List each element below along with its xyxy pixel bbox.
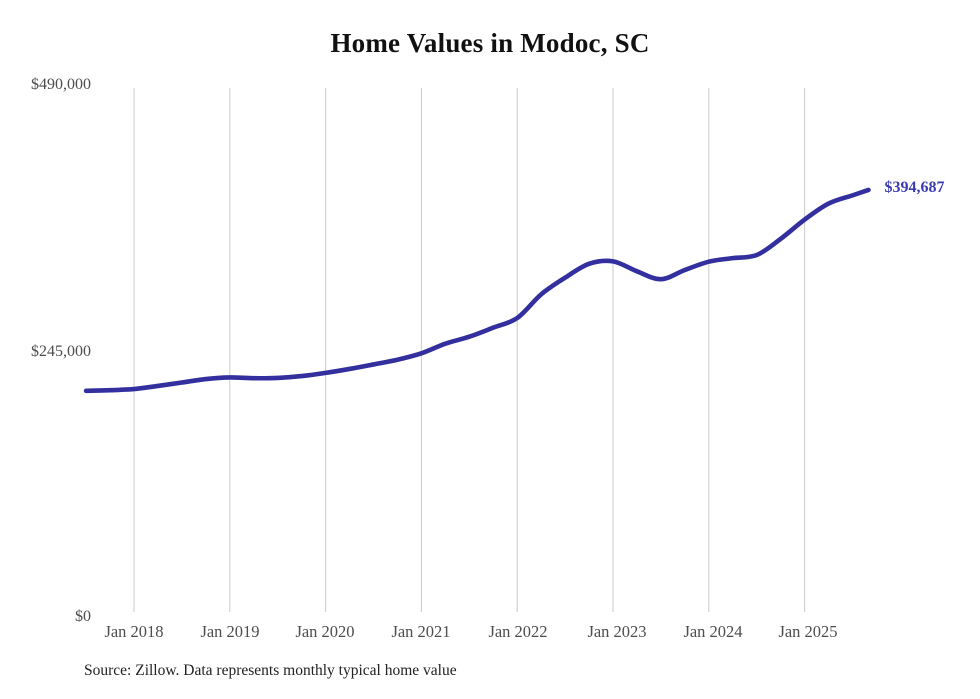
y-axis-tick-245000: $245,000 <box>31 343 91 360</box>
data-series-line <box>83 187 871 394</box>
source-note: Source: Zillow. Data represents monthly … <box>84 662 457 679</box>
x-axis-tick-jan-2020: Jan 2020 <box>295 622 355 641</box>
x-axis-tick-jan-2019: Jan 2019 <box>200 622 260 641</box>
x-axis-tick-jan-2021: Jan 2021 <box>391 622 451 641</box>
end-value-label: $394,687 <box>884 178 945 196</box>
gridlines <box>133 88 806 612</box>
chart-title: Home Values in Modoc, SC <box>330 28 650 58</box>
y-axis-tick-490000: $490,000 <box>31 76 91 93</box>
x-axis-tick-jan-2025: Jan 2025 <box>778 622 838 641</box>
x-axis-tick-jan-2023: Jan 2023 <box>587 622 647 641</box>
x-axis-tick-jan-2022: Jan 2022 <box>488 622 548 641</box>
x-axis-tick-jan-2018: Jan 2018 <box>104 622 164 641</box>
y-axis-tick-0: $0 <box>75 608 91 625</box>
x-axis-tick-jan-2024: Jan 2024 <box>683 622 743 641</box>
